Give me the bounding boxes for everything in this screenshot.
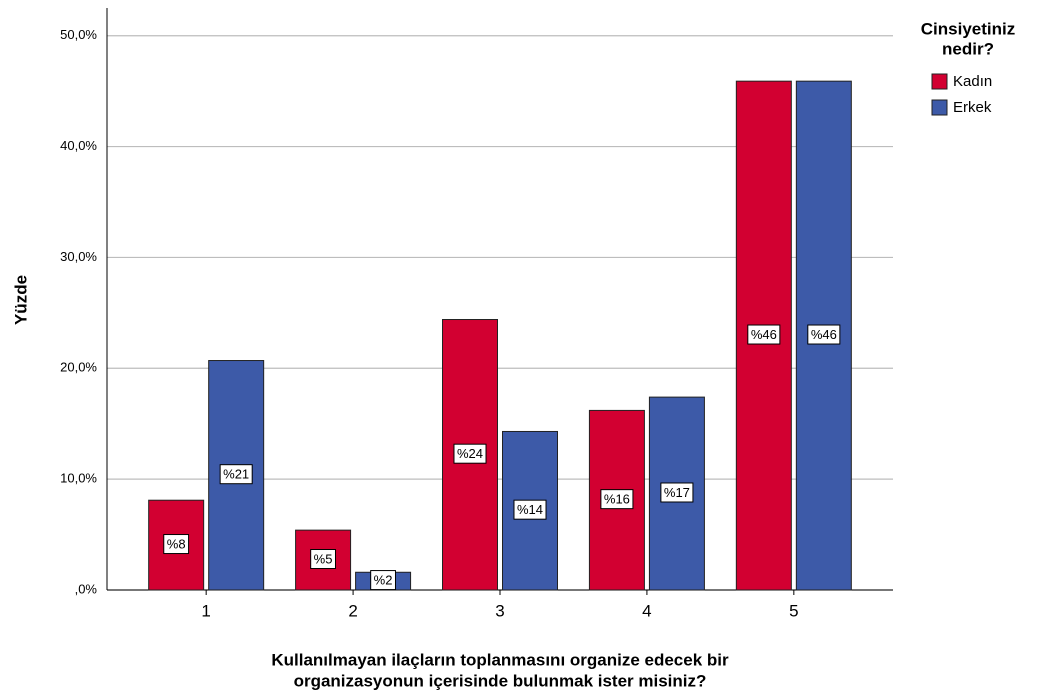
- legend-swatch: [931, 99, 948, 116]
- data-label-box: [660, 482, 694, 503]
- x-tick-label: 4: [642, 601, 651, 620]
- data-label-box: [600, 489, 634, 510]
- data-label: %21: [223, 467, 249, 482]
- x-tick-label: 2: [348, 601, 357, 620]
- x-axis-label: Kullanılmayan ilaçların toplanmasını org…: [271, 650, 729, 669]
- data-label: %16: [604, 492, 630, 507]
- data-label: %17: [664, 485, 690, 500]
- x-tick-label: 1: [201, 601, 210, 620]
- y-tick-label: 40,0%: [60, 138, 97, 153]
- legend-label: Erkek: [953, 99, 992, 116]
- data-label: %24: [457, 446, 483, 461]
- data-label-box: [370, 570, 396, 591]
- data-label: %46: [751, 327, 777, 342]
- y-tick-label: ,0%: [75, 581, 98, 596]
- data-label-box: [747, 324, 781, 345]
- data-label: %2: [374, 573, 393, 588]
- data-label: %14: [517, 502, 543, 517]
- data-label-box: [163, 534, 190, 555]
- y-tick-label: 20,0%: [60, 360, 97, 375]
- y-axis-label: Yüzde: [11, 275, 30, 325]
- x-tick-label: 3: [495, 601, 504, 620]
- y-tick-label: 10,0%: [60, 471, 97, 486]
- y-tick-label: 30,0%: [60, 249, 97, 264]
- y-tick-label: 50,0%: [60, 27, 97, 42]
- data-label: %5: [314, 552, 333, 567]
- data-label-box: [807, 324, 841, 345]
- legend-title: Cinsiyetiniz: [921, 19, 1015, 38]
- x-axis-label: organizasyonun içerisinde bulunmak ister…: [294, 671, 707, 690]
- bar: [148, 499, 205, 591]
- legend-label: Kadın: [953, 73, 992, 90]
- legend-swatch: [931, 73, 948, 90]
- data-label-box: [453, 443, 487, 464]
- data-label: %46: [811, 327, 837, 342]
- x-tick-label: 5: [789, 601, 798, 620]
- data-label-box: [219, 464, 253, 485]
- data-label: %8: [167, 537, 186, 552]
- data-label-box: [513, 499, 547, 520]
- data-label-box: [310, 549, 336, 570]
- legend-title: nedir?: [942, 39, 994, 58]
